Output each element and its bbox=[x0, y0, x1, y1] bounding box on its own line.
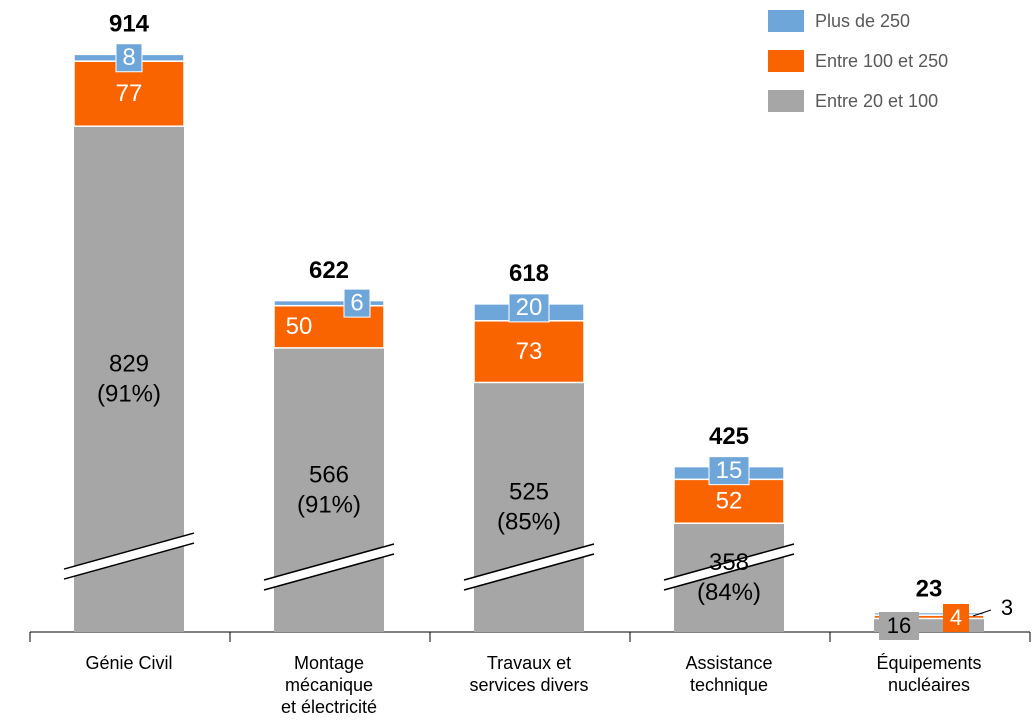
x-tick-label: mécanique bbox=[285, 675, 373, 695]
legend-swatch bbox=[768, 10, 804, 32]
axis-break-line bbox=[463, 543, 595, 581]
label-box bbox=[508, 293, 550, 323]
x-tick-label: Travaux et bbox=[487, 653, 571, 673]
axis-break-line bbox=[463, 553, 595, 591]
bar-segment bbox=[274, 347, 384, 632]
x-tick-label: technique bbox=[690, 675, 768, 695]
label-box bbox=[115, 43, 143, 73]
label-box bbox=[943, 604, 969, 632]
axis-break-line bbox=[663, 553, 795, 591]
legend-label: Entre 20 et 100 bbox=[815, 91, 938, 111]
axis-break-line bbox=[63, 542, 195, 580]
bar-segment bbox=[474, 382, 584, 632]
bar-segment bbox=[873, 611, 985, 616]
x-tick-label: et électricité bbox=[281, 697, 377, 717]
legend-swatch bbox=[768, 90, 804, 112]
data-label: 73 bbox=[516, 338, 543, 365]
x-tick-label: nucléaires bbox=[888, 675, 970, 695]
total-label: 914 bbox=[109, 11, 150, 38]
x-tick-label: Génie Civil bbox=[85, 653, 172, 673]
data-label: 52 bbox=[716, 488, 743, 515]
data-label: (85%) bbox=[497, 509, 561, 536]
data-label: (84%) bbox=[697, 579, 761, 606]
x-tick-label: Montage bbox=[294, 653, 364, 673]
data-label: 20 bbox=[516, 294, 543, 321]
axis-break bbox=[664, 544, 794, 590]
legend-label: Entre 100 et 250 bbox=[815, 51, 948, 71]
total-label: 622 bbox=[309, 257, 349, 284]
label-box bbox=[879, 612, 919, 640]
data-label: 3 bbox=[1001, 595, 1013, 620]
data-label: 4 bbox=[950, 605, 962, 630]
x-tick-label: services divers bbox=[469, 675, 588, 695]
bar-segment bbox=[473, 320, 585, 384]
data-label: 16 bbox=[887, 613, 911, 638]
data-label: 566 bbox=[309, 461, 349, 488]
data-label: 15 bbox=[716, 457, 743, 484]
axis-break-line bbox=[263, 553, 395, 591]
data-label: 8 bbox=[122, 44, 135, 71]
x-tick-label: Assistance bbox=[685, 653, 772, 673]
axis-break-line bbox=[663, 543, 795, 581]
total-label: 23 bbox=[916, 575, 943, 602]
axis-break bbox=[64, 533, 194, 580]
data-label: 77 bbox=[116, 80, 143, 107]
total-label: 618 bbox=[509, 260, 549, 287]
legend-swatch bbox=[768, 50, 804, 72]
label-box bbox=[708, 456, 750, 486]
legend-label: Plus de 250 bbox=[815, 11, 910, 31]
data-label: (91%) bbox=[297, 491, 361, 518]
data-label: 829 bbox=[109, 350, 149, 377]
total-label: 425 bbox=[709, 423, 749, 450]
x-tick-label: Équipements bbox=[876, 653, 981, 673]
bar-segment bbox=[273, 299, 385, 307]
leader-line bbox=[972, 609, 992, 617]
bar-segment bbox=[673, 478, 785, 525]
axis-break-line bbox=[63, 532, 195, 570]
axis-break-line bbox=[263, 543, 395, 581]
label-box bbox=[343, 288, 371, 318]
data-label: 6 bbox=[350, 289, 363, 316]
axis-break bbox=[464, 544, 594, 590]
data-label: 358 bbox=[709, 549, 749, 576]
data-label: 50 bbox=[286, 313, 313, 340]
data-label: 525 bbox=[509, 479, 549, 506]
axis-break bbox=[264, 544, 394, 590]
data-label: (91%) bbox=[97, 380, 161, 407]
